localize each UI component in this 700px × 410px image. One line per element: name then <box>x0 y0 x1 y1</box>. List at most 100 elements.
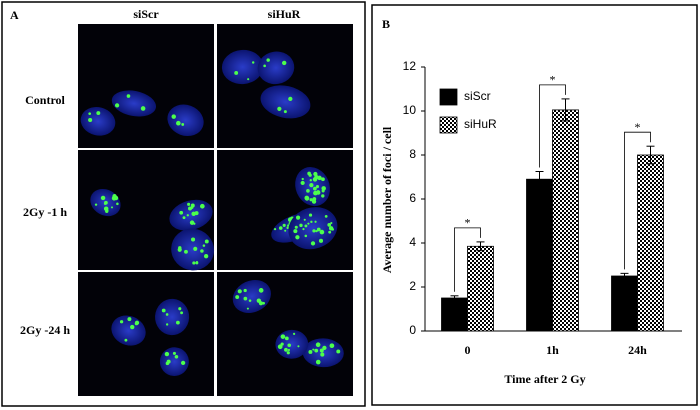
y-tick-label: 6 <box>409 191 416 205</box>
focus <box>309 182 314 188</box>
focus <box>251 61 255 64</box>
focus <box>191 211 196 217</box>
focus <box>324 214 328 218</box>
legend-label: siHuR <box>464 117 497 131</box>
focus <box>318 238 324 243</box>
focus <box>174 355 179 359</box>
focus <box>330 221 333 225</box>
focus <box>336 349 341 354</box>
focus <box>258 288 264 293</box>
focus <box>184 249 188 254</box>
focus <box>88 117 93 123</box>
focus <box>110 206 113 209</box>
focus <box>286 351 290 355</box>
focus <box>178 307 182 311</box>
row-label: 2Gy -1 h <box>23 205 67 219</box>
focus <box>280 334 286 339</box>
focus <box>88 112 92 116</box>
bar <box>441 297 468 332</box>
focus <box>199 203 205 209</box>
focus <box>180 311 184 315</box>
focus <box>327 223 332 227</box>
x-axis-label: Time after 2 Gy <box>504 372 585 386</box>
focus <box>126 94 131 98</box>
focus <box>308 213 313 217</box>
bar <box>552 109 579 332</box>
y-tick-label: 10 <box>403 103 417 117</box>
focus <box>235 295 240 300</box>
focus <box>165 323 169 326</box>
focus <box>287 348 291 352</box>
nucleus <box>111 90 157 117</box>
focus <box>140 106 146 111</box>
focus <box>312 348 315 351</box>
focus <box>315 359 321 365</box>
nucleus <box>221 49 264 85</box>
focus <box>278 226 283 230</box>
focus <box>307 171 311 176</box>
focus <box>263 64 266 68</box>
focus <box>116 202 119 206</box>
focus <box>204 239 209 244</box>
focus <box>186 214 189 217</box>
focus <box>190 237 196 242</box>
focus <box>314 174 319 180</box>
focus <box>306 188 310 193</box>
focus <box>282 223 286 227</box>
focus <box>328 230 332 234</box>
focus <box>288 96 293 102</box>
focus <box>165 313 169 316</box>
focus <box>281 60 287 66</box>
focus <box>284 229 287 232</box>
focus <box>284 336 289 341</box>
focus <box>96 111 101 115</box>
column-header: siHuR <box>268 7 301 21</box>
focus <box>127 317 132 322</box>
focus <box>287 343 292 348</box>
focus <box>175 320 180 325</box>
focus <box>246 307 249 310</box>
bar <box>467 245 494 332</box>
focus <box>182 216 186 220</box>
focus <box>319 348 324 353</box>
focus <box>181 123 185 126</box>
x-tick-label: 0 <box>465 343 471 357</box>
focus <box>166 359 171 364</box>
significance-bracket <box>539 84 566 168</box>
focus <box>192 261 196 265</box>
focus <box>287 224 290 227</box>
panel-label: A <box>10 8 19 22</box>
focus <box>200 249 204 253</box>
focus <box>307 222 310 225</box>
focus <box>293 229 298 234</box>
row-label: 2Gy -24 h <box>20 323 70 337</box>
focus <box>313 190 318 196</box>
significance-label: * <box>465 216 471 230</box>
focus <box>172 351 176 355</box>
significance-label: * <box>550 73 556 87</box>
legend-swatch <box>439 88 458 106</box>
nucleus <box>171 228 215 271</box>
focus <box>266 58 270 62</box>
focus <box>114 103 120 108</box>
focus <box>321 189 325 193</box>
focus <box>309 198 313 202</box>
focus <box>237 289 242 294</box>
focus <box>203 254 209 259</box>
focus <box>310 220 313 223</box>
focus <box>286 226 290 230</box>
focus <box>119 320 124 324</box>
focus <box>111 195 117 201</box>
focus <box>134 320 140 325</box>
y-tick-label: 2 <box>409 279 416 293</box>
significance-bracket <box>454 227 481 292</box>
focus <box>316 227 321 232</box>
focus <box>319 229 325 235</box>
focus <box>180 360 186 366</box>
focus <box>303 218 306 221</box>
focus <box>315 229 318 233</box>
focus <box>304 224 308 228</box>
x-tick-label: 1h <box>546 343 559 357</box>
focus <box>277 106 282 111</box>
focus <box>313 186 317 191</box>
